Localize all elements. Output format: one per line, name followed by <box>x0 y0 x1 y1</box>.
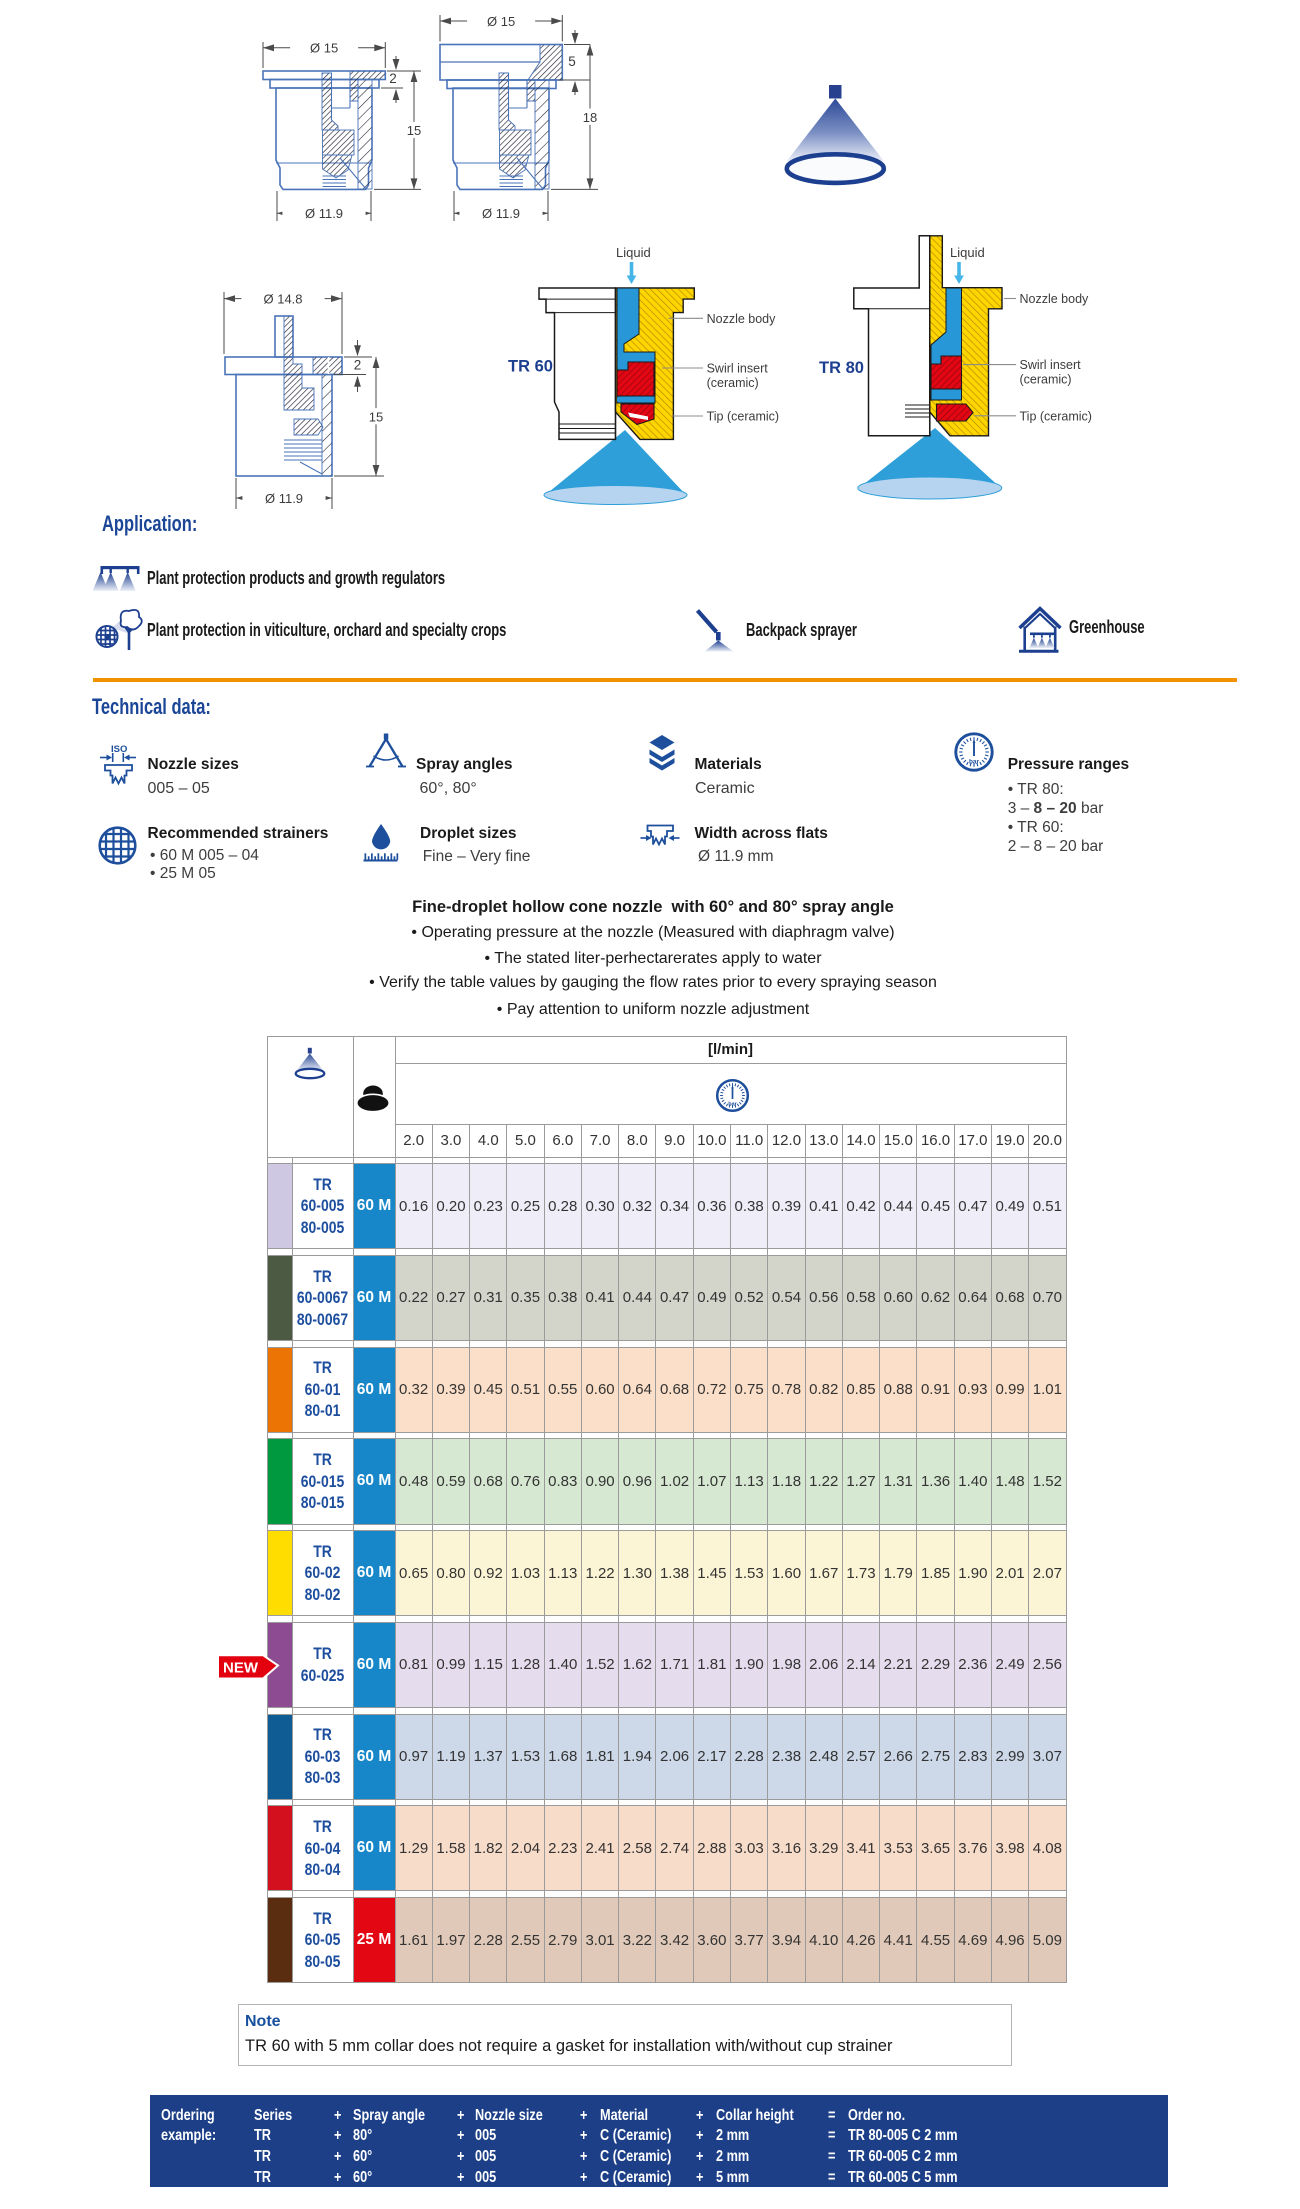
svg-text:2: 2 <box>354 358 362 373</box>
svg-text:18: 18 <box>583 110 597 125</box>
svg-text:Tip (ceramic): Tip (ceramic) <box>707 410 779 424</box>
svg-text:Ø 15: Ø 15 <box>310 41 338 56</box>
svg-text:15: 15 <box>407 123 421 138</box>
svg-text:Nozzle body: Nozzle body <box>707 312 777 326</box>
svg-text:Ø 11.9: Ø 11.9 <box>305 206 343 221</box>
svg-text:Nozzle body: Nozzle body <box>1020 292 1090 306</box>
svg-text:Ø 11.9: Ø 11.9 <box>265 491 303 506</box>
svg-text:TR 60: TR 60 <box>508 358 553 376</box>
svg-text:Ø 11.9: Ø 11.9 <box>482 206 520 221</box>
svg-text:Ø 14.8: Ø 14.8 <box>263 292 302 307</box>
svg-text:2: 2 <box>389 71 397 86</box>
svg-text:15: 15 <box>369 409 383 424</box>
svg-text:Ø 15: Ø 15 <box>487 14 515 29</box>
svg-text:ISO: ISO <box>111 744 127 755</box>
svg-text:(ceramic): (ceramic) <box>1020 373 1072 387</box>
svg-text:Swirl insert: Swirl insert <box>1020 358 1082 372</box>
svg-text:TR 80: TR 80 <box>819 359 864 377</box>
svg-text:Tip (ceramic): Tip (ceramic) <box>1020 409 1092 423</box>
svg-text:5: 5 <box>568 54 576 69</box>
svg-text:Liquid: Liquid <box>950 245 985 260</box>
svg-text:Swirl insert: Swirl insert <box>707 362 769 376</box>
svg-text:bar: bar <box>728 1102 737 1108</box>
svg-text:(ceramic): (ceramic) <box>707 376 759 390</box>
svg-text:NEW: NEW <box>223 1660 259 1677</box>
svg-text:Liquid: Liquid <box>616 245 651 260</box>
svg-text:bar: bar <box>969 759 980 766</box>
